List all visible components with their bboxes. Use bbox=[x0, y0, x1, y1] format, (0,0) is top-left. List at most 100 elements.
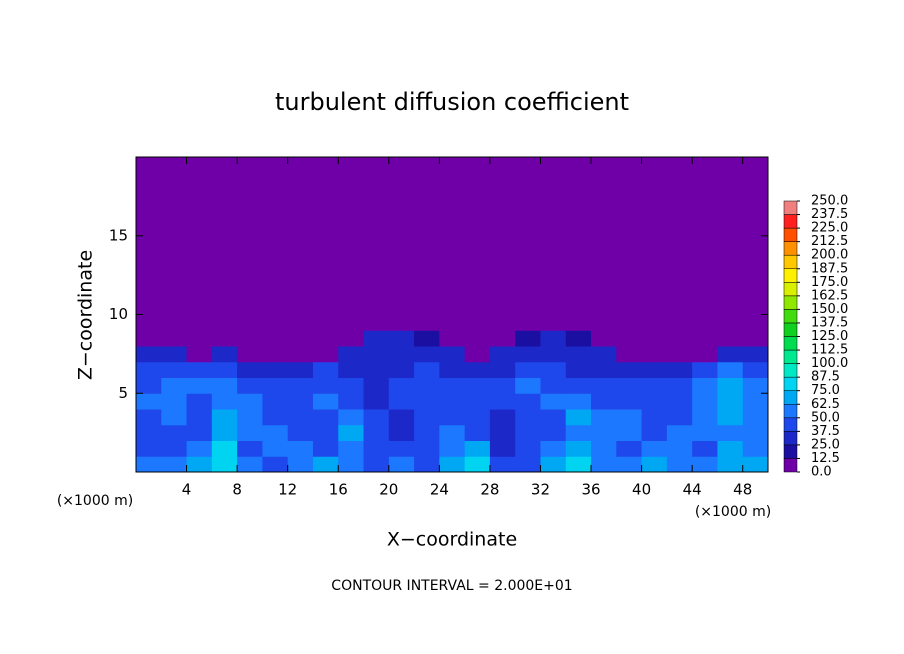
heat-cell bbox=[186, 235, 213, 252]
heat-cell bbox=[211, 424, 238, 441]
heat-cell bbox=[312, 424, 339, 441]
heat-cell bbox=[489, 393, 516, 410]
heat-cell bbox=[515, 235, 541, 252]
heat-cell bbox=[287, 251, 314, 268]
heat-cell bbox=[742, 298, 769, 315]
heat-cell bbox=[211, 157, 238, 174]
heat-cell bbox=[363, 298, 390, 315]
heat-cell bbox=[136, 409, 162, 426]
heat-cell bbox=[565, 440, 592, 457]
colorbar-swatch bbox=[783, 200, 798, 215]
heat-cell bbox=[262, 330, 289, 347]
heat-cell bbox=[237, 283, 263, 300]
colorbar-swatch bbox=[783, 214, 798, 229]
heat-cell bbox=[262, 440, 289, 457]
heat-cell bbox=[388, 346, 415, 363]
heat-cell bbox=[540, 361, 567, 378]
heat-cell bbox=[161, 346, 188, 363]
heat-cell bbox=[388, 283, 415, 300]
heat-cell bbox=[262, 346, 289, 363]
heat-cell bbox=[338, 235, 365, 252]
heat-cell bbox=[591, 283, 617, 300]
heat-cell bbox=[515, 346, 541, 363]
heat-cell bbox=[464, 346, 491, 363]
heat-cell bbox=[186, 314, 213, 331]
heat-cell bbox=[161, 456, 188, 473]
colorbar-label: 250.0 bbox=[811, 194, 848, 209]
heat-cell bbox=[591, 314, 617, 331]
heat-cell bbox=[312, 361, 339, 378]
heat-cell bbox=[515, 283, 541, 300]
heat-cell bbox=[464, 409, 491, 426]
footer-note: CONTOUR INTERVAL = 2.000E+01 bbox=[331, 578, 572, 594]
heat-cell bbox=[540, 377, 567, 394]
heat-cell bbox=[717, 393, 744, 410]
heat-cell bbox=[414, 314, 440, 331]
heat-cell bbox=[136, 298, 162, 315]
heat-cell bbox=[161, 188, 188, 205]
heat-cell bbox=[717, 330, 744, 347]
heat-cell bbox=[363, 440, 390, 457]
colorbar-label: 150.0 bbox=[811, 302, 848, 317]
heat-cell bbox=[616, 330, 643, 347]
heat-cell bbox=[363, 251, 390, 268]
heat-cell bbox=[515, 330, 541, 347]
heat-cell bbox=[211, 393, 238, 410]
heat-cell bbox=[515, 188, 541, 205]
heat-cell bbox=[161, 157, 188, 174]
heat-cell bbox=[489, 456, 516, 473]
heat-cell bbox=[565, 235, 592, 252]
heat-cell bbox=[211, 204, 238, 221]
heat-cell bbox=[540, 283, 567, 300]
x-tick-label: 36 bbox=[581, 481, 600, 499]
heat-cell bbox=[717, 409, 744, 426]
x-unit: (×1000 m) bbox=[695, 504, 771, 520]
heat-cell bbox=[439, 235, 466, 252]
heat-cell bbox=[312, 346, 339, 363]
heat-cell bbox=[363, 314, 390, 331]
heat-cell bbox=[363, 220, 390, 237]
heat-cell bbox=[565, 409, 592, 426]
heat-cell bbox=[666, 298, 693, 315]
heat-cell bbox=[616, 204, 643, 221]
heat-cell bbox=[388, 188, 415, 205]
heat-cell bbox=[717, 188, 744, 205]
heat-cell bbox=[616, 393, 643, 410]
heat-cell bbox=[211, 283, 238, 300]
heat-cell bbox=[287, 456, 314, 473]
heat-cell bbox=[388, 361, 415, 378]
colorbar-swatch bbox=[783, 336, 798, 351]
heat-cell bbox=[565, 361, 592, 378]
heat-cell bbox=[262, 298, 289, 315]
heat-cell bbox=[388, 220, 415, 237]
heat-cell bbox=[287, 267, 314, 284]
heat-cell bbox=[439, 314, 466, 331]
heat-cell bbox=[161, 377, 188, 394]
heat-cell bbox=[287, 440, 314, 457]
heat-cell bbox=[363, 188, 390, 205]
heat-cell bbox=[338, 314, 365, 331]
heat-cell bbox=[641, 267, 668, 284]
heat-cell bbox=[666, 346, 693, 363]
colorbar-swatch bbox=[783, 268, 798, 283]
heat-cell bbox=[312, 204, 339, 221]
heat-cell bbox=[692, 267, 718, 284]
heat-cell bbox=[692, 314, 718, 331]
heat-cell bbox=[591, 393, 617, 410]
heat-cell bbox=[717, 235, 744, 252]
heat-cell bbox=[666, 377, 693, 394]
heat-cell bbox=[287, 283, 314, 300]
heat-cell bbox=[338, 267, 365, 284]
heat-cell bbox=[666, 456, 693, 473]
heat-cell bbox=[540, 298, 567, 315]
heat-cell bbox=[211, 172, 238, 189]
heat-cell bbox=[717, 172, 744, 189]
heat-cell bbox=[489, 361, 516, 378]
heat-cell bbox=[489, 409, 516, 426]
heat-cell bbox=[237, 409, 263, 426]
heat-cell bbox=[489, 346, 516, 363]
heat-cell bbox=[464, 330, 491, 347]
heat-cell bbox=[692, 346, 718, 363]
heat-cell bbox=[439, 204, 466, 221]
heat-cell bbox=[414, 409, 440, 426]
